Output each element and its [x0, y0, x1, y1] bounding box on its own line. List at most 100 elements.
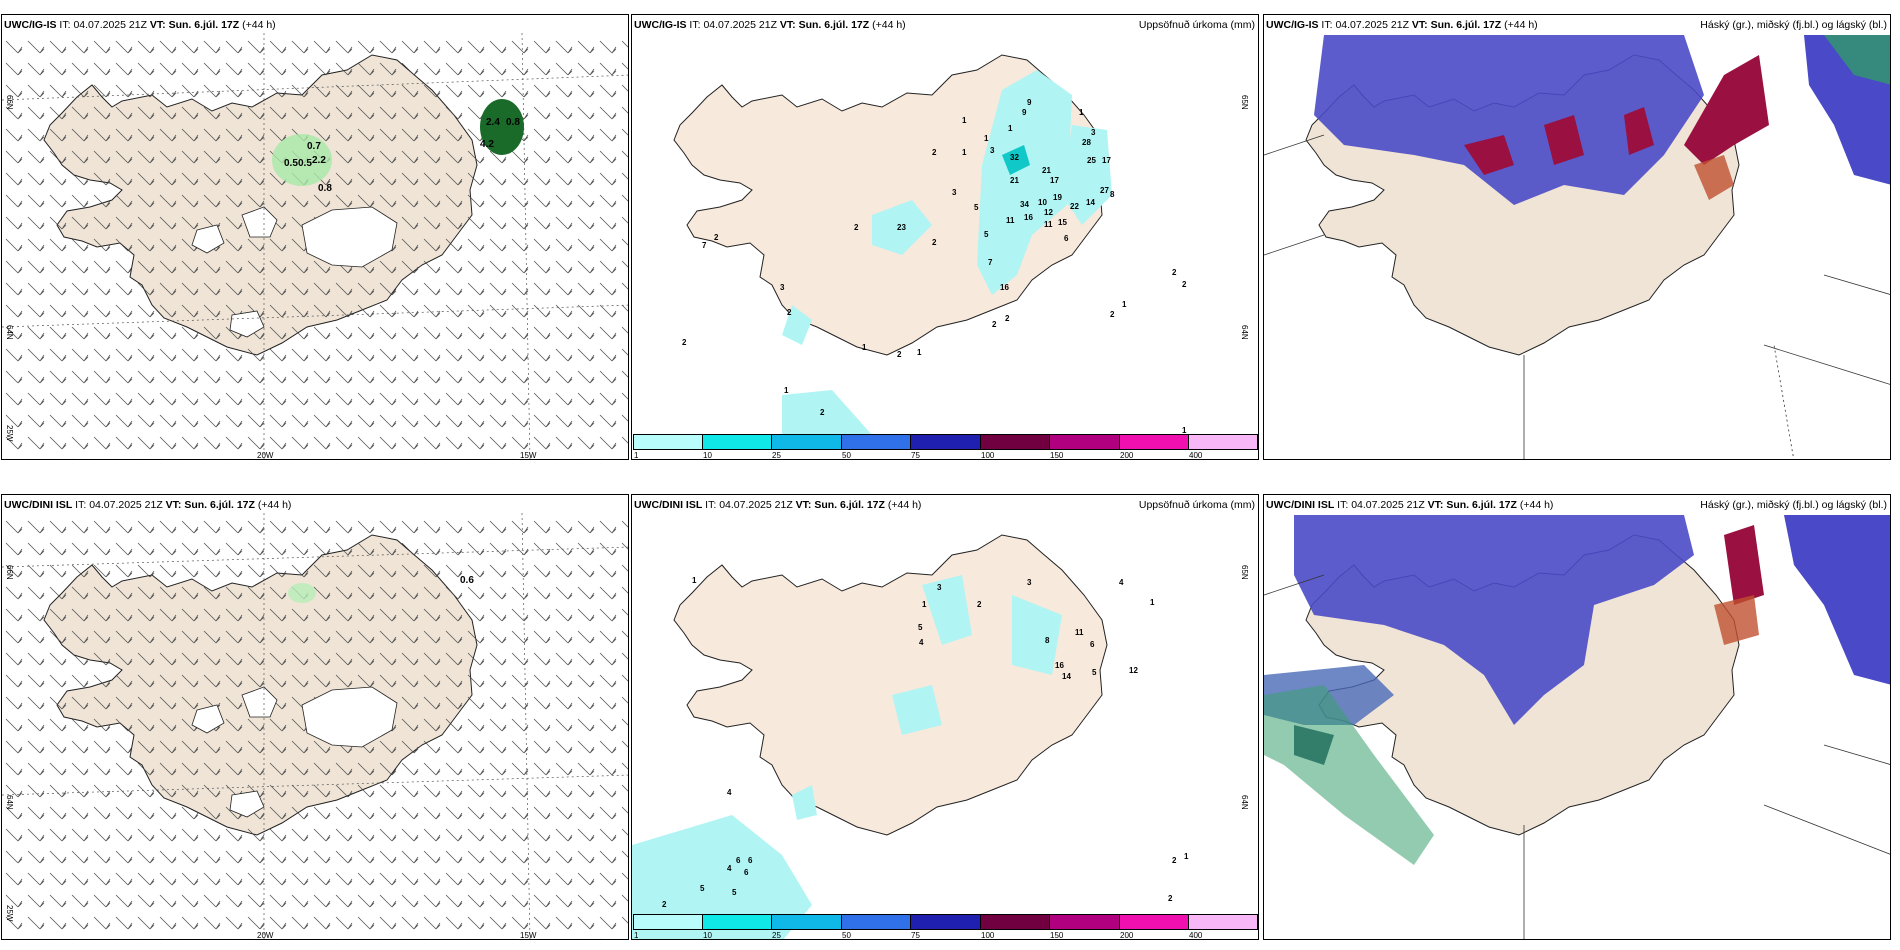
precip-value: 4 [1119, 578, 1124, 587]
precip-value: 14 [1086, 198, 1095, 207]
panel-header: UWC/DINI ISL IT: 04.07.2025 21Z VT: Sun.… [634, 499, 922, 511]
precip-value: 1 [1150, 598, 1155, 607]
precip-value: 1 [1008, 124, 1013, 133]
precip-value: 1 [1122, 300, 1127, 309]
lat-label: 64N [1240, 795, 1249, 810]
colorbar: 1 10 25 50 75 100 150 200 400 [633, 434, 1258, 459]
precip-value: 1 [692, 576, 697, 585]
precip-value: 4 [727, 788, 732, 797]
precip-map: 3 2 1 5 4 8 11 6 16 14 5 12 4 1 3 1 4 6 … [632, 534, 1189, 939]
value-label: 4.2 [480, 139, 494, 150]
precip-value: 3 [990, 146, 995, 155]
precip-value: 3 [952, 188, 957, 197]
precip-value: 1 [962, 116, 967, 125]
precip-value: 7 [702, 241, 707, 250]
precip-value: 2 [1182, 280, 1187, 289]
colorbar-tick: 1 [634, 931, 639, 940]
precip-value: 2 [992, 320, 997, 329]
lat-label: 65N [1240, 565, 1249, 580]
value-label: 0.5 [298, 158, 312, 169]
precip-value: 5 [984, 230, 989, 239]
colorbar-tick: 400 [1189, 931, 1203, 940]
colorbar-tick: 25 [772, 931, 781, 940]
precip-value: 6 [1064, 234, 1069, 243]
lon-label: 15W [520, 451, 537, 460]
precip-value: 2 [714, 233, 719, 242]
lat-label: 65N [1240, 95, 1249, 110]
precip-value: 1 [917, 348, 922, 357]
precip-value: 27 [1100, 186, 1109, 195]
precip-value: 1 [962, 148, 967, 157]
precip-value: 1 [1182, 426, 1187, 435]
precip-value: 2 [1168, 894, 1173, 903]
colorbar-tick: 400 [1189, 451, 1203, 460]
wind-map: 0.7 0.5 0.5 2.2 0.8 2.4 0.8 4.2 [2, 32, 628, 459]
precip-value: 5 [974, 203, 979, 212]
precip-value: 11 [1075, 628, 1084, 637]
precip-value: 3 [1091, 128, 1096, 137]
precip-value: 2 [1172, 268, 1177, 277]
precip-value: 10 [1038, 198, 1047, 207]
panel-ig-is-clouds: UWC/IG-IS IT: 04.07.2025 21Z VT: Sun. 6.… [1263, 14, 1891, 460]
panel-header: UWC/IG-IS IT: 04.07.2025 21Z VT: Sun. 6.… [634, 19, 906, 31]
colorbar-tick: 1 [634, 451, 639, 460]
precip-value: 9 [1027, 98, 1032, 107]
precip-value: 1 [862, 343, 867, 352]
precip-value: 32 [1010, 153, 1019, 162]
lon-label: 25W [5, 905, 14, 922]
precip-value: 5 [1092, 668, 1097, 677]
precip-value: 2 [787, 308, 792, 317]
precip-value: 34 [1020, 200, 1029, 209]
precip-value: 14 [1062, 672, 1071, 681]
precip-value: 1 [922, 600, 927, 609]
precip-value: 6 [744, 868, 749, 877]
precip-value: 4 [919, 638, 924, 647]
precip-value: 2 [932, 238, 937, 247]
lon-label: 20W [257, 451, 274, 460]
map-title: Háský (gr.), miðský (fj.bl.) og lágský (… [1700, 499, 1887, 511]
precip-value: 2 [977, 600, 982, 609]
precip-value: 6 [748, 856, 753, 865]
colorbar-tick: 100 [981, 931, 995, 940]
lon-label: 20W [257, 931, 274, 940]
panel-dini-wind: UWC/DINI ISL IT: 04.07.2025 21Z VT: Sun.… [1, 494, 629, 940]
value-label: 2.2 [312, 155, 326, 166]
lat-label: 66N [5, 95, 14, 110]
precip-value: 2 [662, 900, 667, 909]
colorbar-tick: 50 [842, 451, 851, 460]
precip-value: 6 [736, 856, 741, 865]
precip-value: 11 [1044, 220, 1053, 229]
precip-value: 28 [1082, 138, 1091, 147]
precip-value: 7 [988, 258, 993, 267]
lat-label: 64N [1240, 325, 1249, 340]
value-label: 0.8 [506, 117, 520, 128]
colorbar-tick: 75 [911, 451, 920, 460]
precip-value: 5 [918, 623, 923, 632]
precip-value: 2 [1110, 310, 1115, 319]
colorbar-tick: 75 [911, 931, 920, 940]
precip-value: 5 [700, 884, 705, 893]
panel-header: UWC/DINI ISL IT: 04.07.2025 21Z VT: Sun.… [4, 499, 292, 511]
precip-value: 2 [820, 408, 825, 417]
cloud-map [1264, 515, 1890, 939]
precip-value: 2 [932, 148, 937, 157]
colorbar-tick: 10 [703, 451, 712, 460]
precip-value: 21 [1042, 166, 1051, 175]
precip-value: 2 [682, 338, 687, 347]
precip-value: 11 [1006, 216, 1015, 225]
value-label: 0.5 [284, 158, 298, 169]
precip-value: 25 [1087, 156, 1096, 165]
precip-value: 3 [937, 583, 942, 592]
colorbar-tick: 150 [1050, 931, 1064, 940]
precip-value: 1 [784, 386, 789, 395]
colorbar-tick: 25 [772, 451, 781, 460]
panel-ig-is-wind: UWC/IG-IS IT: 04.07.2025 21Z VT: Sun. 6.… [1, 14, 629, 460]
precip-value: 15 [1058, 218, 1067, 227]
precip-value: 21 [1010, 176, 1019, 185]
value-label: 0.7 [307, 141, 321, 152]
colorbar-tick: 200 [1120, 451, 1134, 460]
lat-label: 64N [5, 795, 14, 810]
precip-value: 16 [1055, 661, 1064, 670]
colorbar-tick: 150 [1050, 451, 1064, 460]
precip-value: 2 [1172, 856, 1177, 865]
